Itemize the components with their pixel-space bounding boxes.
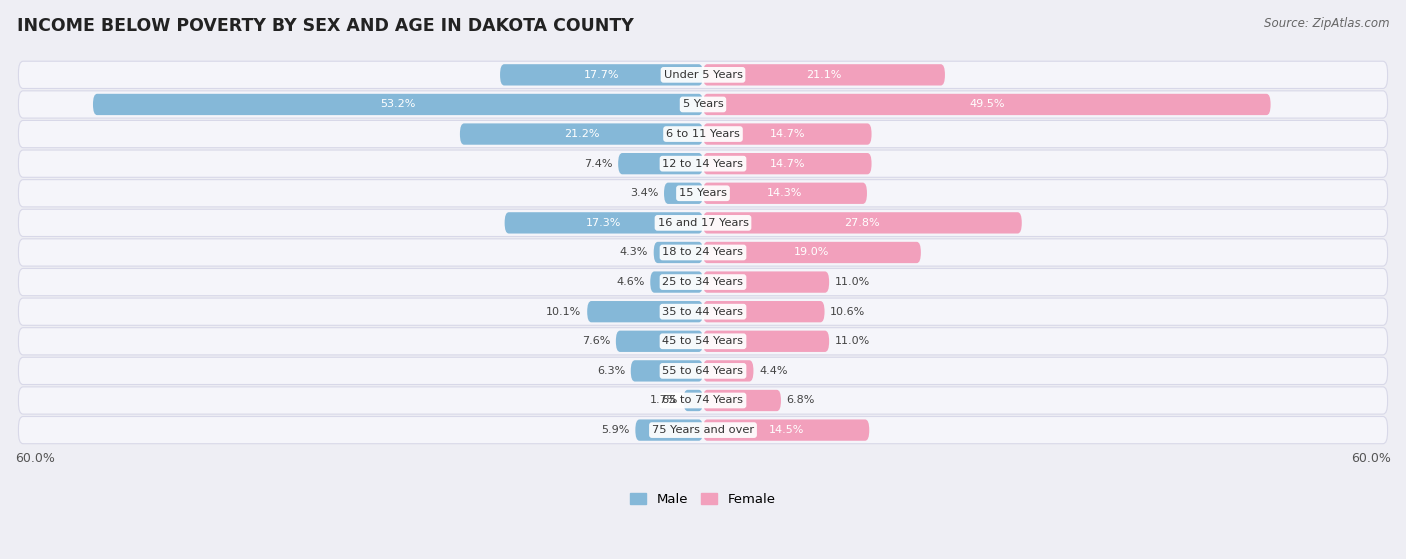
Text: 10.1%: 10.1%	[546, 307, 582, 317]
FancyBboxPatch shape	[703, 153, 872, 174]
Text: INCOME BELOW POVERTY BY SEX AND AGE IN DAKOTA COUNTY: INCOME BELOW POVERTY BY SEX AND AGE IN D…	[17, 17, 634, 35]
Text: 75 Years and over: 75 Years and over	[652, 425, 754, 435]
Text: 25 to 34 Years: 25 to 34 Years	[662, 277, 744, 287]
FancyBboxPatch shape	[18, 91, 1388, 118]
FancyBboxPatch shape	[703, 272, 830, 293]
Text: 4.4%: 4.4%	[759, 366, 787, 376]
Text: 55 to 64 Years: 55 to 64 Years	[662, 366, 744, 376]
Text: 21.2%: 21.2%	[564, 129, 599, 139]
Text: 60.0%: 60.0%	[1351, 452, 1391, 465]
FancyBboxPatch shape	[18, 328, 1388, 355]
Text: 19.0%: 19.0%	[794, 248, 830, 258]
FancyBboxPatch shape	[18, 298, 1388, 325]
FancyBboxPatch shape	[460, 124, 703, 145]
FancyBboxPatch shape	[18, 150, 1388, 177]
FancyBboxPatch shape	[650, 272, 703, 293]
FancyBboxPatch shape	[683, 390, 703, 411]
Text: 15 Years: 15 Years	[679, 188, 727, 198]
FancyBboxPatch shape	[616, 330, 703, 352]
FancyBboxPatch shape	[93, 94, 703, 115]
FancyBboxPatch shape	[703, 212, 1022, 234]
FancyBboxPatch shape	[703, 330, 830, 352]
FancyBboxPatch shape	[703, 183, 868, 204]
Text: 3.4%: 3.4%	[630, 188, 658, 198]
FancyBboxPatch shape	[18, 179, 1388, 207]
FancyBboxPatch shape	[703, 360, 754, 382]
FancyBboxPatch shape	[18, 61, 1388, 88]
Text: 17.7%: 17.7%	[583, 70, 619, 80]
Text: 14.5%: 14.5%	[769, 425, 804, 435]
FancyBboxPatch shape	[664, 183, 703, 204]
Text: 65 to 74 Years: 65 to 74 Years	[662, 395, 744, 405]
FancyBboxPatch shape	[631, 360, 703, 382]
Text: 21.1%: 21.1%	[806, 70, 842, 80]
Text: 16 and 17 Years: 16 and 17 Years	[658, 218, 748, 228]
Text: 6.8%: 6.8%	[787, 395, 815, 405]
FancyBboxPatch shape	[703, 124, 872, 145]
Text: 14.3%: 14.3%	[768, 188, 803, 198]
FancyBboxPatch shape	[18, 268, 1388, 296]
FancyBboxPatch shape	[703, 242, 921, 263]
Text: 45 to 54 Years: 45 to 54 Years	[662, 337, 744, 346]
Text: 4.3%: 4.3%	[620, 248, 648, 258]
FancyBboxPatch shape	[18, 357, 1388, 385]
FancyBboxPatch shape	[588, 301, 703, 323]
Text: 10.6%: 10.6%	[831, 307, 866, 317]
Text: 1.7%: 1.7%	[650, 395, 678, 405]
FancyBboxPatch shape	[505, 212, 703, 234]
FancyBboxPatch shape	[703, 64, 945, 86]
Text: Source: ZipAtlas.com: Source: ZipAtlas.com	[1264, 17, 1389, 30]
FancyBboxPatch shape	[18, 416, 1388, 444]
Text: 27.8%: 27.8%	[845, 218, 880, 228]
Text: 6 to 11 Years: 6 to 11 Years	[666, 129, 740, 139]
FancyBboxPatch shape	[18, 209, 1388, 236]
Text: 11.0%: 11.0%	[835, 337, 870, 346]
Text: 12 to 14 Years: 12 to 14 Years	[662, 159, 744, 169]
Text: 17.3%: 17.3%	[586, 218, 621, 228]
FancyBboxPatch shape	[18, 120, 1388, 148]
Text: 60.0%: 60.0%	[15, 452, 55, 465]
FancyBboxPatch shape	[619, 153, 703, 174]
FancyBboxPatch shape	[703, 94, 1271, 115]
Text: 5.9%: 5.9%	[602, 425, 630, 435]
Text: 35 to 44 Years: 35 to 44 Years	[662, 307, 744, 317]
Text: 14.7%: 14.7%	[769, 129, 806, 139]
FancyBboxPatch shape	[501, 64, 703, 86]
Legend: Male, Female: Male, Female	[626, 487, 780, 511]
Text: 4.6%: 4.6%	[616, 277, 644, 287]
Text: Under 5 Years: Under 5 Years	[664, 70, 742, 80]
FancyBboxPatch shape	[703, 301, 824, 323]
Text: 6.3%: 6.3%	[596, 366, 626, 376]
Text: 11.0%: 11.0%	[835, 277, 870, 287]
Text: 49.5%: 49.5%	[969, 100, 1004, 110]
Text: 14.7%: 14.7%	[769, 159, 806, 169]
Text: 53.2%: 53.2%	[380, 100, 416, 110]
FancyBboxPatch shape	[18, 387, 1388, 414]
Text: 18 to 24 Years: 18 to 24 Years	[662, 248, 744, 258]
FancyBboxPatch shape	[703, 390, 780, 411]
FancyBboxPatch shape	[654, 242, 703, 263]
FancyBboxPatch shape	[18, 239, 1388, 266]
Text: 5 Years: 5 Years	[683, 100, 723, 110]
Text: 7.4%: 7.4%	[583, 159, 613, 169]
Text: 7.6%: 7.6%	[582, 337, 610, 346]
FancyBboxPatch shape	[636, 419, 703, 440]
FancyBboxPatch shape	[703, 419, 869, 440]
